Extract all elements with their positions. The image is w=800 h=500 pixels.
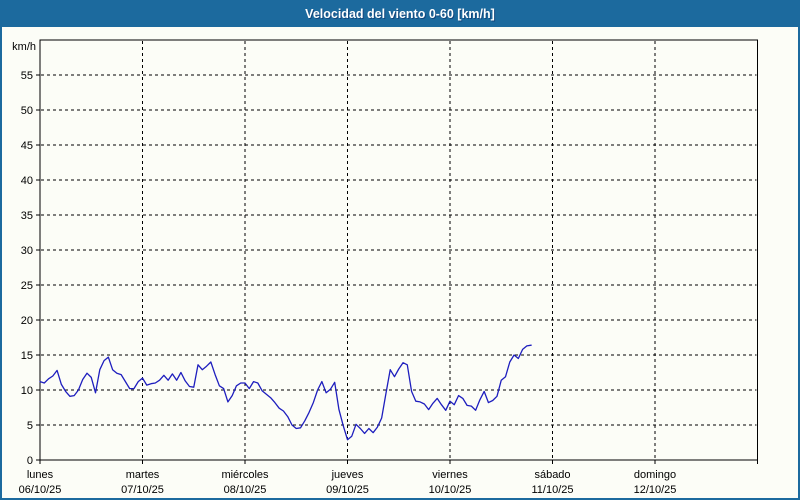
x-axis-day-label: miércoles — [221, 469, 269, 481]
x-axis-date-label: 07/10/25 — [121, 484, 164, 496]
x-axis-day-label: domingo — [634, 469, 676, 481]
y-axis-tick-label: 10 — [21, 385, 33, 397]
x-axis-day-label: lunes — [27, 469, 54, 481]
chart-title: Velocidad del viento 0-60 [km/h] — [305, 6, 495, 21]
y-axis-tick-label: 25 — [21, 280, 33, 292]
x-axis-date-label: 06/10/25 — [19, 484, 62, 496]
x-axis-day-label: sábado — [534, 469, 570, 481]
x-axis-date-label: 08/10/25 — [224, 484, 267, 496]
y-axis-tick-label: 30 — [21, 245, 33, 257]
wind-speed-line — [39, 344, 532, 441]
y-axis-unit-label: km/h — [12, 41, 36, 53]
x-axis-date-label: 11/10/25 — [531, 484, 573, 496]
y-axis-tick-label: 15 — [21, 350, 33, 362]
x-axis-date-label: 12/10/25 — [634, 484, 677, 496]
y-axis-tick-label: 40 — [21, 175, 33, 187]
plot-frame — [39, 39, 759, 461]
y-axis-tick-label: 50 — [21, 105, 33, 117]
x-axis-day-label: martes — [126, 469, 160, 481]
y-axis-tick-label: 0 — [27, 455, 33, 467]
x-axis-day-label: viernes — [432, 469, 468, 481]
y-axis-tick-label: 45 — [21, 140, 33, 152]
y-axis-tick-label: 55 — [21, 70, 33, 82]
x-axis-day-label: jueves — [331, 469, 364, 481]
y-axis-tick-label: 5 — [27, 420, 33, 432]
plot-surface — [2, 27, 798, 498]
chart-title-bar: Velocidad del viento 0-60 [km/h] — [0, 0, 800, 27]
x-axis-date-label: 10/10/25 — [429, 484, 472, 496]
y-axis-tick-label: 20 — [21, 315, 33, 327]
y-axis-tick-label: 35 — [21, 210, 33, 222]
x-axis-date-label: 09/10/25 — [326, 484, 369, 496]
